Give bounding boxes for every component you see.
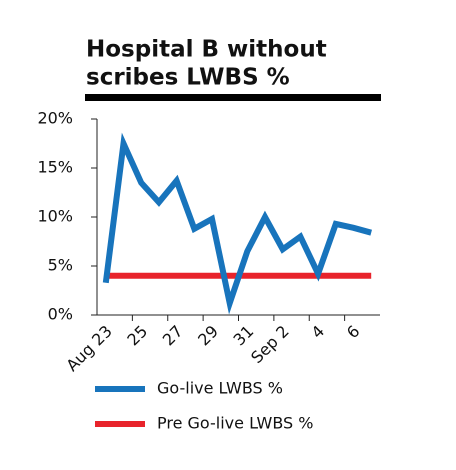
- x-tick-label: 27: [159, 322, 187, 350]
- legend-label: Go-live LWBS %: [157, 379, 283, 398]
- x-tick-label: 25: [123, 322, 151, 350]
- title-rule: [85, 94, 381, 101]
- y-tick-label: 5%: [48, 256, 73, 275]
- y-tick-label: 20%: [37, 109, 73, 128]
- x-tick-label: Sep 2: [247, 322, 293, 368]
- y-tick-label: 10%: [37, 207, 73, 226]
- x-tick-label: Aug 23: [62, 322, 116, 376]
- x-tick-label: 31: [230, 322, 258, 350]
- x-tick-label: 29: [194, 322, 222, 350]
- y-tick-label: 15%: [37, 158, 73, 177]
- legend-label: Pre Go-live LWBS %: [157, 414, 313, 433]
- y-tick-label: 0%: [48, 305, 73, 324]
- x-tick-label: 6: [343, 322, 364, 343]
- chart-title: Hospital B without: [86, 37, 327, 63]
- series-line: [102, 132, 373, 315]
- x-tick-label: 4: [307, 322, 328, 343]
- chart-title: scribes LWBS %: [86, 65, 290, 91]
